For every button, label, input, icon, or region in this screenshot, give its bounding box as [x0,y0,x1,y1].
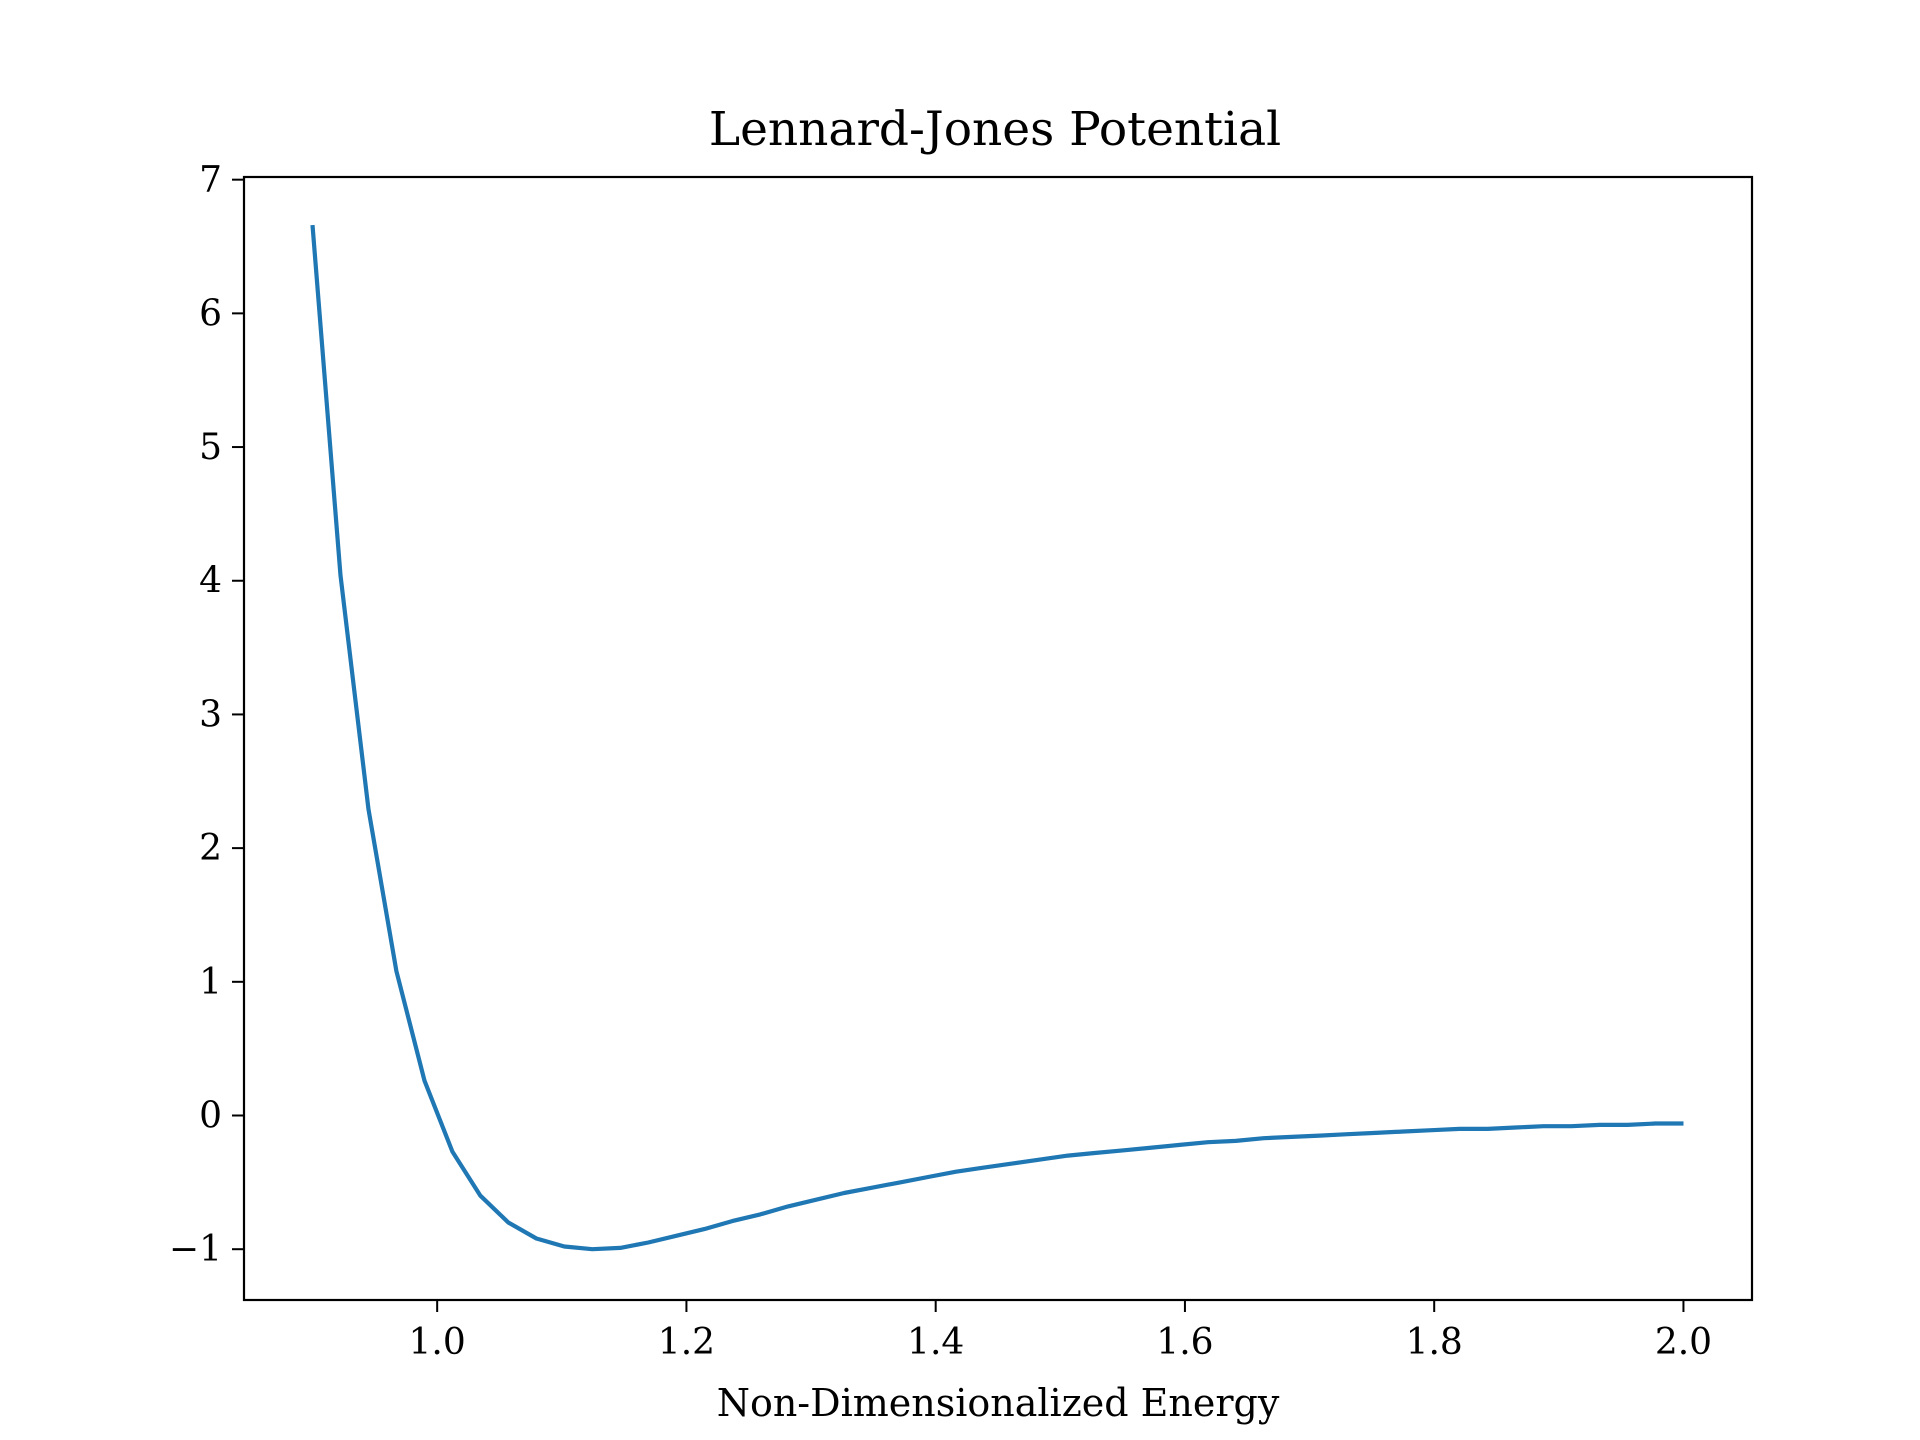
y-tick-label: −1 [169,1229,222,1270]
y-tick-label: 7 [199,160,222,201]
x-axis-label: Non-Dimensionalized Energy [717,1381,1280,1425]
y-tick-label: 5 [199,427,222,468]
plot-area [310,224,1684,1252]
x-tick-label: 1.0 [409,1322,466,1363]
y-tick-label: 3 [199,694,222,735]
y-tick-label: 4 [199,561,222,602]
x-tick-label: 1.4 [907,1322,964,1363]
y-axis: −1 0 1 2 3 4 5 6 7 [169,160,244,1270]
y-tick-label: 1 [199,962,222,1003]
lennard-jones-curve [310,224,1684,1252]
chart-title: Lennard-Jones Potential [709,102,1281,157]
x-axis: 1.0 1.2 1.4 1.6 1.8 2.0 [409,1300,1712,1363]
x-tick-label: 2.0 [1655,1322,1712,1363]
y-tick-label: 2 [199,828,222,869]
axes-frame [242,175,1754,1302]
x-tick-label: 1.2 [658,1322,715,1363]
y-tick-label: 6 [199,293,222,334]
x-tick-label: 1.8 [1406,1322,1463,1363]
x-tick-label: 1.6 [1156,1322,1213,1363]
y-tick-label: 0 [199,1096,222,1137]
